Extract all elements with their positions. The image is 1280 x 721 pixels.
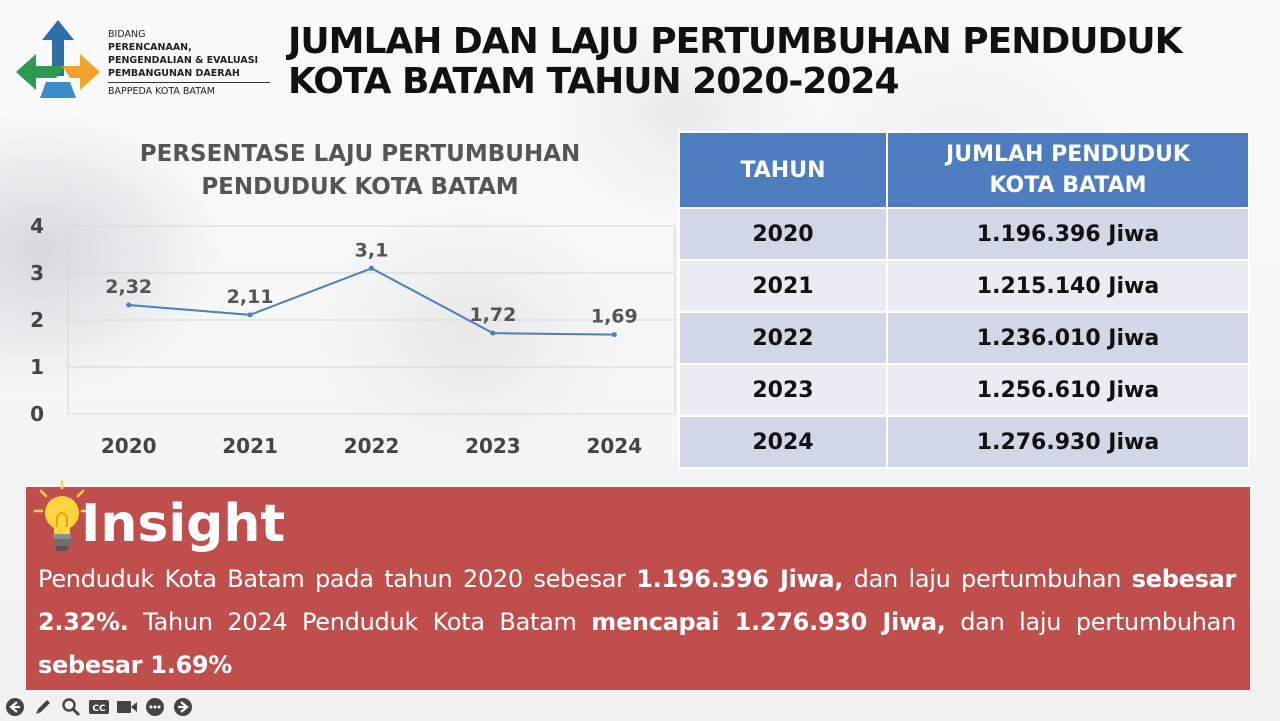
org-line-4: PEMBANGUNAN DAERAH — [108, 68, 240, 79]
x-tick-label: 2024 — [586, 434, 642, 458]
data-label: 2,11 — [227, 286, 274, 308]
org-name: BIDANG PERENCANAAN, PENGENDALIAN & EVALU… — [108, 28, 278, 98]
table-row: 2020 1.196.396 Jiwa — [678, 207, 1250, 261]
data-point — [126, 302, 132, 308]
table-row: 2023 1.256.610 Jiwa — [678, 363, 1250, 417]
more-options-button[interactable] — [144, 696, 166, 718]
cell-population: 1.256.610 Jiwa — [886, 363, 1250, 417]
chart-title: PERSENTASE LAJU PERTUMBUHAN PENDUDUK KOT… — [95, 138, 625, 204]
insight-part-3: Tahun 2024 Penduduk Kota Batam — [128, 608, 592, 636]
data-label: 3,1 — [355, 239, 389, 261]
insight-bold-1: 1.196.396 Jiwa, — [636, 565, 844, 593]
cell-population: 1.276.930 Jiwa — [886, 415, 1250, 469]
video-icon — [117, 701, 137, 713]
org-line-2: PERENCANAAN, — [108, 42, 192, 53]
table-row: 2022 1.236.010 Jiwa — [678, 311, 1250, 365]
insight-heading: Insight — [81, 494, 286, 554]
table-row: 2021 1.215.140 Jiwa — [678, 259, 1250, 313]
x-tick-label: 2021 — [222, 434, 278, 458]
captions-button[interactable]: CC — [88, 696, 110, 718]
growth-line-chart: 0 1 2 3 4 2020 2021 2022 2023 2024 2,32 2,11 3,1 1,72… — [30, 214, 676, 458]
insight-bold-2: sebesar 2.32%. — [38, 565, 1237, 636]
header-year: TAHUN — [678, 131, 888, 209]
cell-year: 2024 — [678, 415, 888, 469]
y-tick-label: 1 — [30, 355, 44, 379]
header-population-line-1: JUMLAH PENDUDUK — [946, 142, 1190, 167]
insight-text: Penduduk Kota Batam pada tahun 2020 sebe… — [38, 558, 1236, 687]
insight-bold-3: mencapai 1.276.930 Jiwa, — [591, 608, 946, 636]
cell-year: 2020 — [678, 207, 888, 261]
cell-year: 2022 — [678, 311, 888, 365]
insight-part-2: dan laju pertumbuhan — [843, 565, 1132, 593]
org-divider — [108, 82, 270, 83]
more-icon — [146, 698, 164, 716]
population-table: TAHUN JUMLAH PENDUDUK KOTA BATAM 2020 1.… — [678, 131, 1250, 469]
cell-population: 1.236.010 Jiwa — [886, 311, 1250, 365]
bappeda-logo-icon — [16, 20, 100, 98]
y-tick-label: 4 — [30, 214, 44, 238]
title-line-1: JUMLAH DAN LAJU PERTUMBUHAN PENDUDUK — [288, 21, 1183, 62]
data-point — [490, 330, 496, 336]
cell-population: 1.196.396 Jiwa — [886, 207, 1250, 261]
insight-bold-4: sebesar 1.69% — [38, 651, 233, 679]
data-label: 2,32 — [105, 276, 152, 298]
table-header-row: TAHUN JUMLAH PENDUDUK KOTA BATAM — [678, 131, 1250, 209]
data-point — [247, 312, 253, 318]
chart-title-line-2: PENDUDUK KOTA BATAM — [201, 174, 519, 200]
cell-year: 2021 — [678, 259, 888, 313]
chart-title-line-1: PERSENTASE LAJU PERTUMBUHAN — [139, 141, 581, 167]
next-icon — [174, 698, 192, 716]
zoom-icon — [62, 698, 81, 717]
series-line — [128, 267, 615, 336]
captions-icon: CC — [89, 700, 109, 714]
cell-population: 1.215.140 Jiwa — [886, 259, 1250, 313]
zoom-button[interactable] — [60, 696, 82, 718]
cell-year: 2023 — [678, 363, 888, 417]
y-tick-label: 2 — [30, 308, 44, 332]
title-line-2: KOTA BATAM TAHUN 2020-2024 — [288, 61, 900, 102]
data-point — [369, 265, 374, 271]
slide-title: JUMLAH DAN LAJU PERTUMBUHAN PENDUDUK KOT… — [288, 22, 1248, 102]
table-row: 2024 1.276.930 Jiwa — [678, 415, 1250, 469]
prev-icon — [6, 698, 24, 716]
header-population: JUMLAH PENDUDUK KOTA BATAM — [886, 131, 1250, 209]
org-line-3: PENGENDALIAN & EVALUASI — [108, 55, 259, 66]
header-population-line-2: KOTA BATAM — [989, 173, 1147, 198]
x-tick-label: 2022 — [344, 434, 400, 458]
next-slide-button[interactable] — [172, 696, 194, 718]
prev-slide-button[interactable] — [4, 696, 26, 718]
data-point — [611, 332, 617, 338]
data-label: 1,72 — [469, 304, 516, 326]
y-tick-label: 3 — [30, 261, 44, 285]
insight-part-1: Penduduk Kota Batam pada tahun 2020 sebe… — [38, 565, 637, 593]
org-line-5: BAPPEDA KOTA BATAM — [108, 86, 215, 97]
insight-panel: Insight Penduduk Kota Batam pada tahun 2… — [26, 479, 1250, 690]
y-tick-label: 0 — [30, 402, 44, 426]
pen-tool-button[interactable] — [32, 696, 54, 718]
pen-icon — [36, 700, 50, 714]
insight-part-4: dan laju pertumbuhan — [945, 608, 1236, 636]
x-tick-label: 2023 — [465, 434, 521, 458]
data-label: 1,69 — [591, 306, 638, 328]
lightbulb-icon — [33, 479, 91, 551]
x-tick-label: 2020 — [101, 434, 157, 458]
org-line-1: BIDANG — [108, 29, 146, 40]
svg-text:CC: CC — [92, 704, 106, 714]
presenter-toolbar: CC — [4, 695, 194, 719]
video-button[interactable] — [116, 696, 138, 718]
